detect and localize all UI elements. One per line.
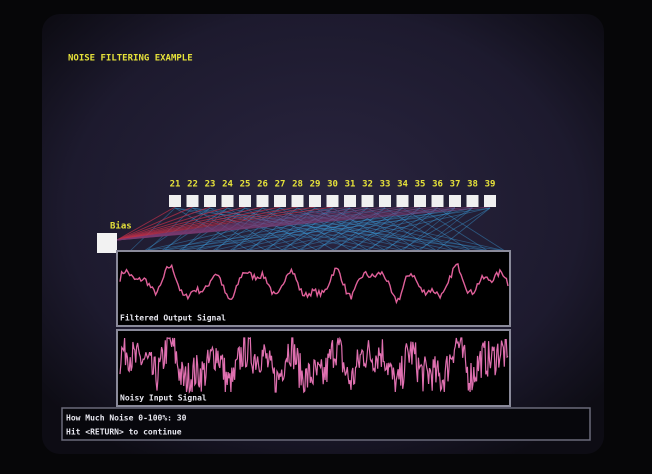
hidden-node (257, 195, 269, 207)
hidden-node (432, 195, 444, 207)
hidden-node (344, 195, 356, 207)
bias-label: Bias (110, 221, 132, 232)
node-label: 31 (345, 180, 356, 190)
node-label: 27 (275, 180, 286, 190)
hidden-node (379, 195, 391, 207)
hidden-node (362, 195, 374, 207)
prompt-line: Hit <RETURN> to continue (66, 427, 182, 437)
hidden-node (327, 195, 339, 207)
page: NOISE FILTERING EXAMPLE 21 22 23 24 25 26 27 28… (0, 0, 652, 474)
hidden-node (397, 195, 409, 207)
title: NOISE FILTERING EXAMPLE (68, 54, 193, 64)
node-label: 26 (257, 180, 268, 190)
hidden-node (467, 195, 479, 207)
node-label: 22 (187, 180, 198, 190)
node-label: 24 (222, 180, 233, 190)
hidden-node (309, 195, 321, 207)
hidden-node (187, 195, 199, 207)
hidden-node (169, 195, 181, 207)
node-label: 36 (432, 180, 443, 190)
node-label: 37 (450, 180, 461, 190)
node-label: 39 (485, 180, 496, 190)
hidden-node (239, 195, 251, 207)
hidden-node (204, 195, 216, 207)
node-label: 28 (292, 180, 303, 190)
bias-node (97, 233, 117, 253)
node-label: 35 (415, 180, 426, 190)
node-label: 21 (170, 180, 181, 190)
node-label: 34 (397, 180, 408, 190)
hidden-node (484, 195, 496, 207)
prompt-line: How Much Noise 0-100%: 30 (66, 413, 187, 423)
node-label: 29 (310, 180, 321, 190)
node-label: 23 (205, 180, 216, 190)
node-label: 25 (240, 180, 251, 190)
panel-label: Filtered Output Signal (120, 313, 226, 323)
hidden-node (274, 195, 286, 207)
hidden-node (292, 195, 304, 207)
node-label: 30 (327, 180, 338, 190)
hidden-node (414, 195, 426, 207)
node-label: 33 (380, 180, 391, 190)
hidden-node (222, 195, 234, 207)
panel-label: Noisy Input Signal (120, 393, 207, 403)
hidden-node (449, 195, 461, 207)
node-label: 38 (467, 180, 478, 190)
node-label: 32 (362, 180, 373, 190)
crt-screen: NOISE FILTERING EXAMPLE 21 22 23 24 25 26 27 28… (0, 0, 652, 474)
